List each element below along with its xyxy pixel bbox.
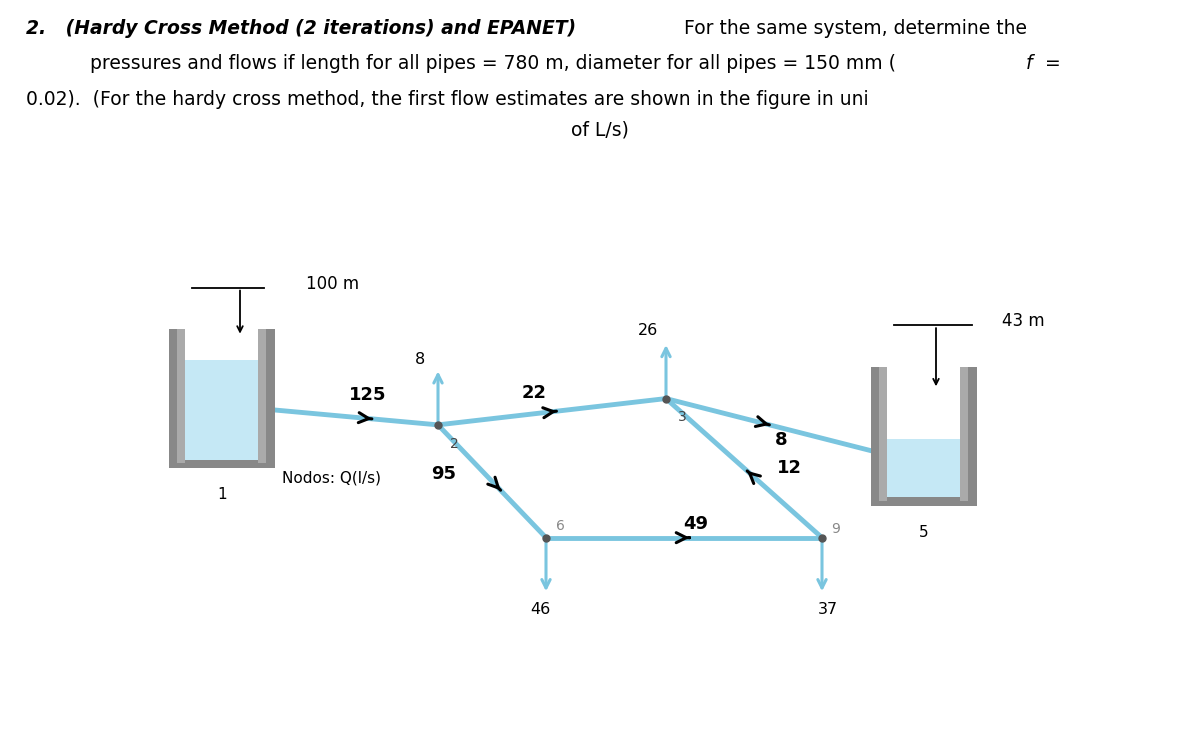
Text: 8: 8 bbox=[775, 431, 788, 449]
Bar bbox=[169, 329, 182, 468]
Text: of L/s): of L/s) bbox=[571, 120, 629, 139]
Bar bbox=[262, 329, 275, 468]
Text: 46: 46 bbox=[530, 602, 550, 617]
Text: 5: 5 bbox=[919, 525, 929, 539]
Bar bbox=[182, 329, 262, 360]
Text: 6: 6 bbox=[556, 520, 564, 533]
Text: pressures and flows if length for all pipes = 780 m, diameter for all pipes = 15: pressures and flows if length for all pi… bbox=[90, 54, 896, 73]
Text: 8: 8 bbox=[415, 352, 425, 367]
Text: f: f bbox=[1026, 54, 1033, 73]
Bar bbox=[182, 360, 262, 460]
Bar bbox=[964, 367, 977, 505]
Text: 37: 37 bbox=[818, 602, 838, 617]
Text: 12: 12 bbox=[778, 459, 802, 477]
Bar bbox=[169, 460, 275, 468]
Bar bbox=[871, 367, 884, 505]
Bar bbox=[884, 438, 964, 498]
Text: 125: 125 bbox=[349, 386, 386, 404]
Text: 9: 9 bbox=[832, 522, 840, 535]
Bar bbox=[258, 329, 265, 463]
Text: 95: 95 bbox=[432, 465, 456, 483]
Text: 2: 2 bbox=[450, 437, 458, 450]
Bar bbox=[880, 367, 887, 501]
Text: Nodos: Q(l/s): Nodos: Q(l/s) bbox=[282, 470, 382, 485]
Text: 49: 49 bbox=[684, 515, 708, 533]
Bar bbox=[884, 367, 964, 438]
Bar bbox=[178, 329, 185, 463]
Text: =: = bbox=[1039, 54, 1061, 73]
Text: 100 m: 100 m bbox=[306, 275, 359, 293]
Bar bbox=[960, 367, 967, 501]
Text: 0.02).  (For the hardy cross method, the first flow estimates are shown in the f: 0.02). (For the hardy cross method, the … bbox=[26, 90, 869, 109]
Text: 22: 22 bbox=[522, 384, 546, 402]
Text: 2.   (Hardy Cross Method (2 iterations) and EPANET): 2. (Hardy Cross Method (2 iterations) an… bbox=[26, 19, 576, 38]
Bar bbox=[871, 498, 977, 505]
Text: 43 m: 43 m bbox=[1002, 313, 1045, 330]
Text: 1: 1 bbox=[217, 487, 227, 502]
Text: 3: 3 bbox=[678, 411, 686, 424]
Text: 26: 26 bbox=[638, 323, 658, 338]
Text: For the same system, determine the: For the same system, determine the bbox=[678, 19, 1027, 38]
